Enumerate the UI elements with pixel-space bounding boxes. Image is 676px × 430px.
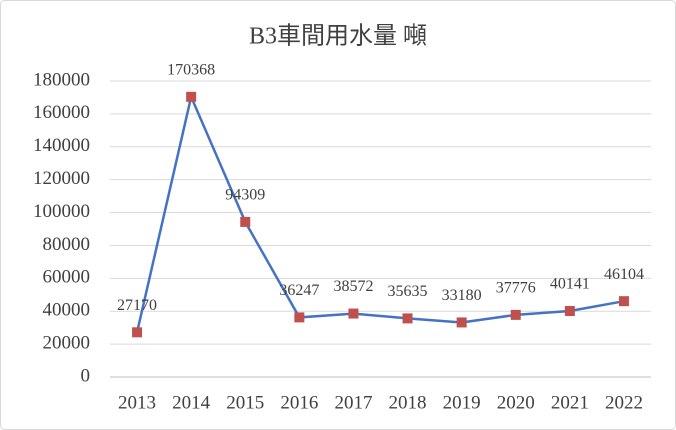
data-label: 40141 bbox=[550, 276, 590, 293]
marker bbox=[402, 313, 413, 324]
marker bbox=[456, 317, 467, 328]
x-tick-label: 2020 bbox=[497, 392, 535, 413]
y-tick-label: 120000 bbox=[33, 168, 90, 189]
x-tick-label: 2014 bbox=[172, 392, 211, 413]
marker bbox=[348, 308, 359, 319]
chart-title: B3車間用水量 噸 bbox=[249, 23, 427, 50]
x-tick-label: 2022 bbox=[605, 392, 643, 413]
data-label: 38572 bbox=[333, 278, 373, 295]
marker bbox=[618, 296, 629, 307]
marker bbox=[186, 91, 197, 102]
y-tick-label: 40000 bbox=[43, 300, 91, 321]
y-tick-label: 60000 bbox=[43, 267, 91, 288]
marker bbox=[510, 309, 521, 320]
data-label: 36247 bbox=[279, 282, 319, 299]
x-tick-label: 2013 bbox=[118, 392, 156, 413]
x-tick-label: 2018 bbox=[389, 392, 427, 413]
x-tick-label: 2021 bbox=[551, 392, 589, 413]
marker bbox=[564, 305, 575, 316]
x-tick-label: 2017 bbox=[334, 392, 372, 413]
marker bbox=[294, 312, 305, 323]
x-tick-label: 2015 bbox=[226, 392, 264, 413]
y-tick-label: 140000 bbox=[33, 135, 90, 156]
x-tick-label: 2019 bbox=[443, 392, 481, 413]
data-label: 170368 bbox=[167, 62, 215, 79]
y-tick-label: 160000 bbox=[33, 102, 90, 123]
x-tick-label: 2016 bbox=[280, 392, 318, 413]
y-tick-label: 100000 bbox=[33, 201, 90, 222]
series-line bbox=[135, 92, 625, 333]
data-label: 33180 bbox=[442, 287, 482, 304]
data-label: 27170 bbox=[117, 297, 157, 314]
data-label: 37776 bbox=[496, 280, 536, 297]
data-label: 94309 bbox=[225, 187, 265, 204]
y-tick-label: 180000 bbox=[33, 69, 90, 90]
y-tick-label: 20000 bbox=[43, 332, 91, 353]
data-label: 35635 bbox=[388, 283, 428, 300]
marker bbox=[240, 216, 251, 227]
y-tick-label: 0 bbox=[81, 365, 91, 386]
data-label: 46104 bbox=[604, 266, 644, 283]
y-tick-label: 80000 bbox=[43, 234, 91, 255]
marker bbox=[132, 327, 143, 338]
